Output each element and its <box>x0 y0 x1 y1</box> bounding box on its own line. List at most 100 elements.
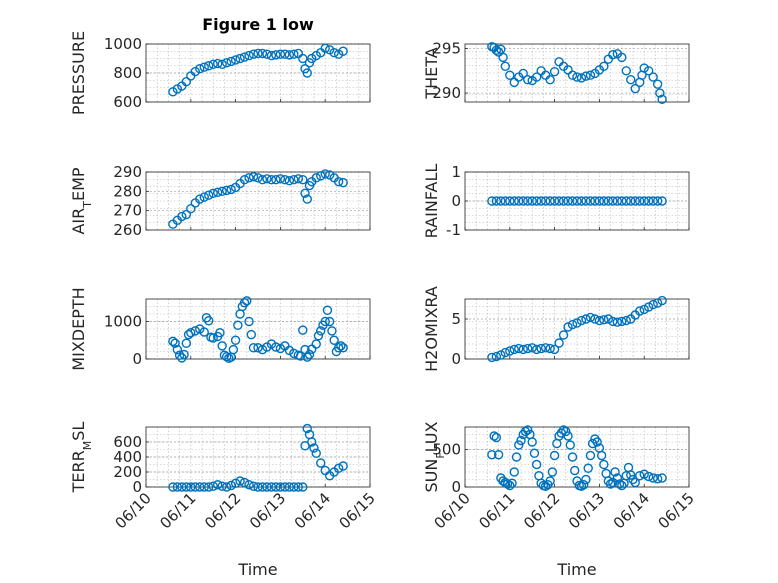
data-point <box>531 459 542 470</box>
data-point <box>652 474 663 484</box>
data-point <box>657 473 667 483</box>
data-point <box>630 196 640 206</box>
data-point <box>244 480 254 490</box>
data-point <box>217 341 227 351</box>
y-axis-label: MIXDEPTH <box>69 287 88 370</box>
data-point <box>549 66 560 77</box>
data-point <box>572 196 582 206</box>
data-point <box>235 53 245 64</box>
y-tick-label: 0 <box>451 478 461 496</box>
data-point <box>635 471 645 481</box>
data-point <box>594 315 605 326</box>
data-point <box>190 326 200 336</box>
data-point <box>271 50 281 60</box>
data-point <box>635 306 645 316</box>
data-point <box>239 477 250 488</box>
data-point <box>652 298 663 308</box>
data-point <box>540 70 551 80</box>
data-point <box>300 188 310 198</box>
data-point <box>221 185 232 196</box>
data-point <box>505 196 515 206</box>
data-point <box>617 196 627 206</box>
data-point <box>657 94 667 105</box>
data-point <box>230 478 241 488</box>
data-point <box>540 196 551 206</box>
data-point <box>262 49 272 59</box>
y-tick-label: 280 <box>113 182 142 200</box>
data-point <box>177 211 187 222</box>
data-point <box>507 478 517 488</box>
data-point <box>329 335 339 345</box>
data-point <box>298 482 308 492</box>
data-point <box>603 196 614 206</box>
data-point <box>581 71 591 81</box>
data-point <box>280 49 290 59</box>
data-point <box>648 72 658 82</box>
data-point <box>311 339 321 349</box>
x-tick-label: 06/15 <box>655 489 698 532</box>
data-point <box>320 43 330 54</box>
data-point <box>253 48 263 59</box>
data-point <box>599 196 609 206</box>
data-point <box>262 174 272 184</box>
data-point <box>217 186 227 197</box>
data-point <box>592 437 602 447</box>
data-point <box>199 192 209 202</box>
data-point <box>226 56 236 67</box>
y-tick-label: 200 <box>113 463 142 481</box>
data-point <box>239 298 250 308</box>
data-point <box>509 196 519 206</box>
y-axis-label: RAINFALL <box>422 164 441 239</box>
data-point <box>217 481 227 491</box>
data-point <box>204 190 214 200</box>
data-point <box>558 425 569 435</box>
data-point <box>491 432 502 443</box>
y-axis-label: AIRTEMP <box>69 167 94 234</box>
data-point <box>635 196 645 206</box>
data-point <box>221 482 232 492</box>
data-point <box>307 437 317 447</box>
data-point <box>509 467 519 477</box>
data-point <box>514 343 524 354</box>
data-point <box>262 482 272 492</box>
data-point <box>585 312 596 323</box>
data-point <box>239 175 250 185</box>
data-point <box>309 443 319 453</box>
x-tick-label: 06/11 <box>156 489 199 532</box>
data-point <box>639 196 649 206</box>
data-point <box>338 343 348 353</box>
data-point <box>608 196 618 206</box>
data-point <box>630 477 640 488</box>
data-point <box>253 482 263 492</box>
y-axis-label: H2OMIXRA <box>422 286 441 372</box>
data-point <box>514 440 524 450</box>
data-point <box>648 196 658 206</box>
data-point <box>518 68 528 79</box>
data-point <box>576 315 587 326</box>
data-point <box>230 335 241 345</box>
data-point <box>545 343 555 354</box>
data-point <box>558 330 569 340</box>
data-point <box>208 481 218 491</box>
data-point <box>612 317 623 327</box>
data-point <box>590 314 600 324</box>
data-point <box>581 196 591 206</box>
data-point <box>181 482 192 492</box>
y-axis-label: TERRMSL <box>69 422 94 494</box>
data-point <box>248 343 259 353</box>
data-point <box>531 72 542 82</box>
data-point <box>302 68 312 78</box>
data-point <box>289 49 299 59</box>
data-point <box>612 196 623 206</box>
data-point <box>531 344 542 355</box>
data-point <box>221 58 232 68</box>
x-axis-label: Time <box>237 560 277 579</box>
data-point <box>199 482 209 492</box>
data-point <box>199 327 209 337</box>
x-tick-label: 06/11 <box>475 489 518 532</box>
y-tick-label: 290 <box>432 84 461 102</box>
data-point <box>487 352 497 363</box>
data-point <box>643 66 654 76</box>
